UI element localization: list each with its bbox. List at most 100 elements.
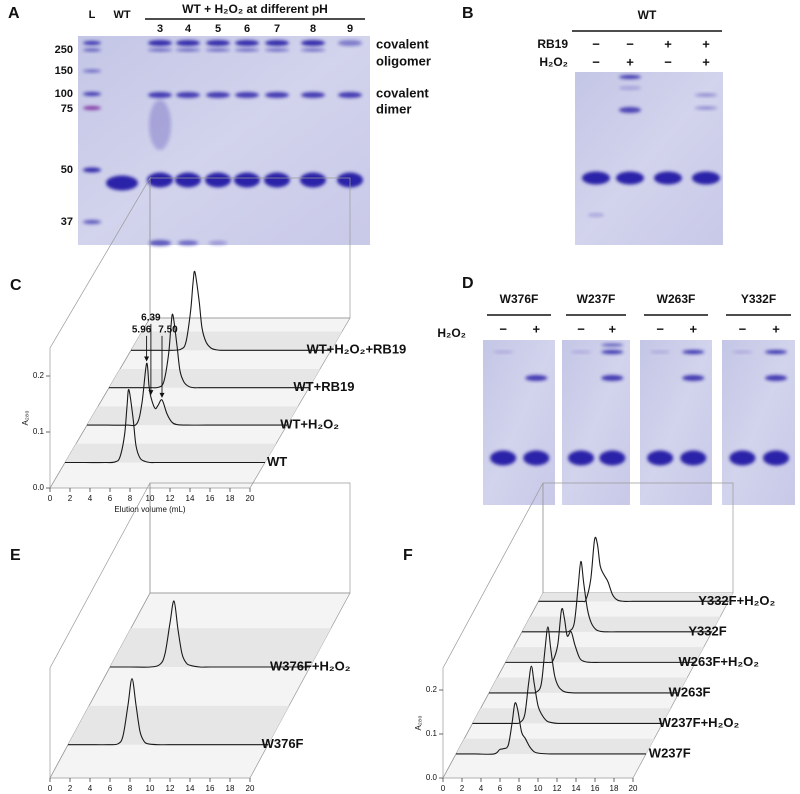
gel-band [176,48,200,52]
row-label: H₂O₂ [437,326,466,340]
gel-band [493,351,514,353]
gel-band [582,171,610,185]
gel-band [601,343,624,347]
row-label: H₂O₂ [539,55,568,69]
floor-strip [109,369,320,388]
trace [109,313,309,389]
sign: + [772,321,780,336]
x-tick-label: 16 [206,494,215,503]
gel-band [176,40,200,46]
floor-strip [522,616,721,632]
gel-band [106,175,138,191]
panel-label: E [10,547,21,564]
x-tick-label: 8 [517,784,522,793]
gel-band [83,69,101,73]
gel-band [680,450,707,466]
y-tick-label: 0.0 [426,773,438,782]
floor-strip [456,738,655,754]
gel-band [525,375,548,381]
gel-band [209,241,227,245]
annotation-label: 6.39 [141,313,161,324]
floor-strip [131,331,342,351]
gel-band [301,48,325,52]
gel-band [619,86,641,90]
x-tick-label: 20 [629,784,638,793]
sign: + [689,321,697,336]
x-tick-label: 10 [146,784,155,793]
mw-marker: 50 [61,164,73,176]
gel-band [148,92,172,98]
x-tick-label: 18 [226,494,235,503]
trace [87,362,287,427]
sign: − [592,36,600,51]
gel-header: WT + H₂O₂ at different pH [182,2,328,16]
floor-strip [65,443,276,463]
x-tick-label: 2 [68,494,73,503]
gel-annotation: covalent [376,36,429,51]
trace [109,600,310,668]
y-tick-label: 0.2 [426,685,438,694]
sign: − [577,321,585,336]
series-label: W263F+H₂O₂ [679,654,760,669]
trace [64,389,265,464]
y-tick-label: 0.0 [33,483,45,492]
sign: + [702,36,710,51]
gel-band [601,375,624,381]
gel-band [523,450,550,466]
x-tick-label: 18 [610,784,619,793]
gel-band [338,92,362,98]
lane-label: 7 [274,23,280,35]
series-label: WT+H₂O₂ [280,417,339,432]
gel-band [235,40,259,46]
mw-marker: 150 [55,65,73,77]
gel-band [265,92,289,98]
gel [640,340,712,505]
gel-band [205,172,231,188]
gel-title: WT [638,8,657,22]
floor-strip [87,406,298,426]
panel-label: F [403,547,413,564]
gel-band [763,450,790,466]
trace [130,270,331,351]
x-tick-label: 12 [166,784,175,793]
x-tick-label: 4 [479,784,484,793]
mw-marker: 100 [55,88,73,100]
back-wall [149,482,351,594]
lane-label: 9 [347,23,353,35]
gel-band [178,240,198,246]
series-label: W376F [262,736,304,751]
x-tick-label: 6 [498,784,503,793]
y-tick-label: 0.1 [33,427,45,436]
arrow-head [144,356,150,362]
gel-title: Y332F [741,292,776,306]
x-tick-label: 14 [572,784,581,793]
gel-band [148,40,172,46]
x-tick-label: 12 [553,784,562,793]
trace [488,626,679,694]
x-tick-label: 0 [441,784,446,793]
series-label: W237F [649,745,691,760]
lane-label: 6 [244,23,250,35]
series-label: W376F+H₂O₂ [270,658,351,673]
trace [505,607,696,664]
panel-label: B [462,5,474,22]
gel-band [176,92,200,98]
gel-band [692,171,720,185]
floor-strip [472,708,671,724]
gel-band [599,450,626,466]
x-tick-label: 20 [246,494,255,503]
y-axis-label: A₂₈₀ [21,410,30,425]
gel-band [682,375,705,381]
gel-band [647,450,674,466]
x-tick-label: 18 [226,784,235,793]
sign: − [592,54,600,69]
trace [522,560,713,633]
x-tick-label: 6 [108,494,113,503]
gel-band [654,171,682,185]
trace [67,678,268,746]
sign: + [626,54,634,69]
mw-marker: 250 [55,44,73,56]
gel-band [729,450,756,466]
series-label: Y332F+H₂O₂ [698,593,775,608]
